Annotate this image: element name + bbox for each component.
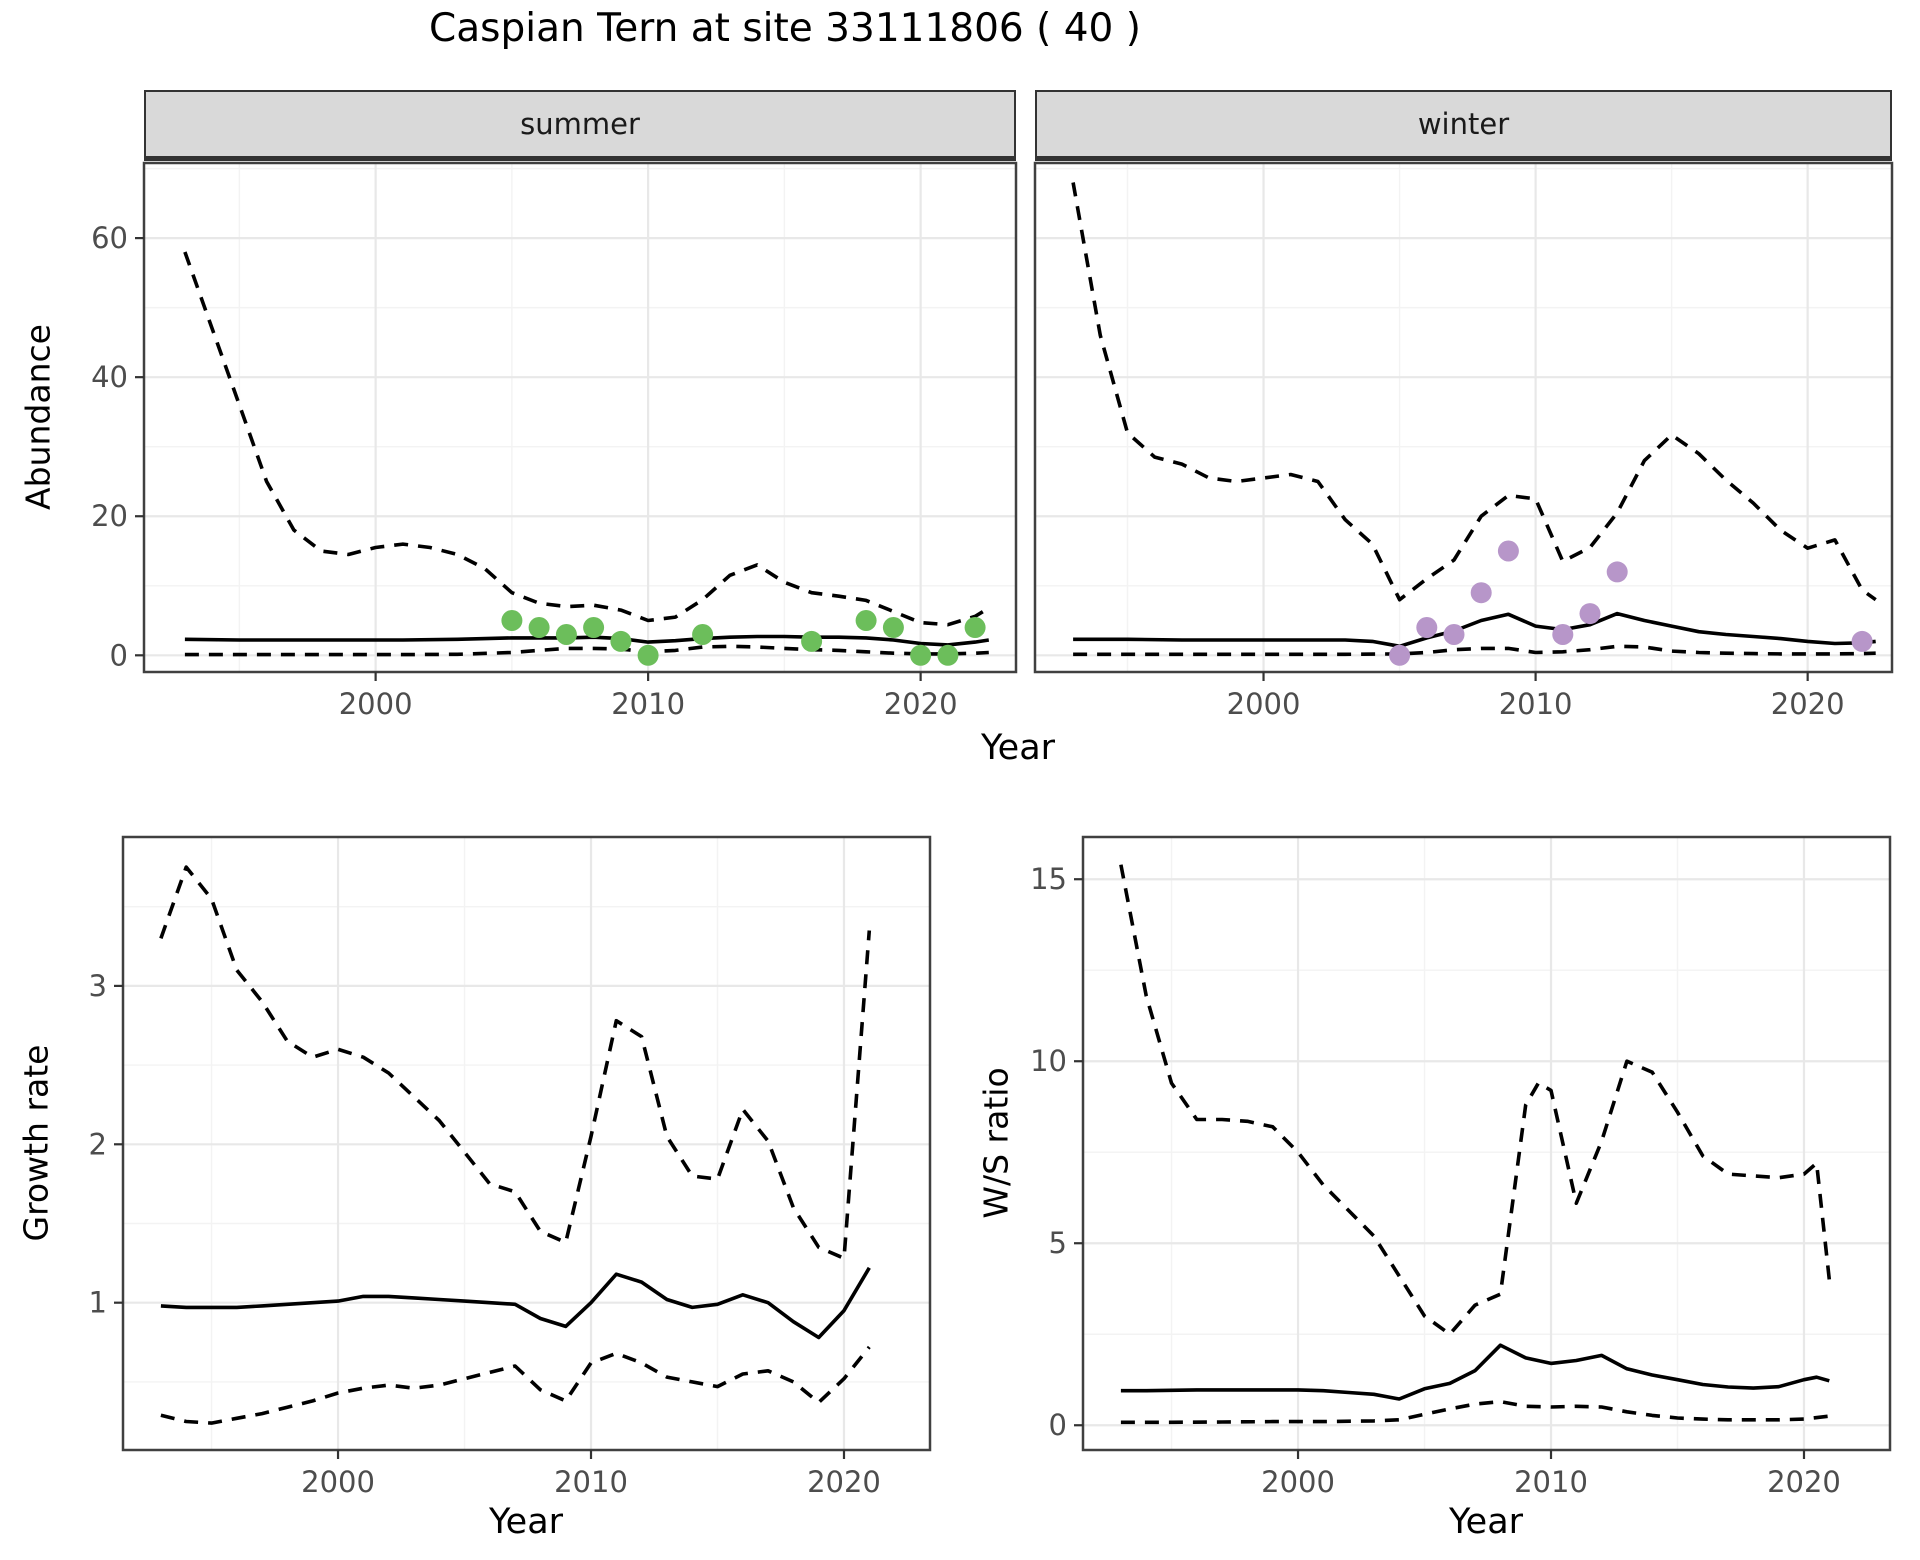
observation-point <box>1389 644 1411 666</box>
y-tick-label: 20 <box>91 499 128 533</box>
page-title: Caspian Tern at site 33111806 ( 40 ) <box>429 6 1141 51</box>
x-tick-label: 2000 <box>301 1465 375 1499</box>
observation-point <box>964 617 986 638</box>
observation-point <box>528 617 550 638</box>
x-tick-label: 2000 <box>1261 1465 1335 1499</box>
observation-point <box>1579 603 1601 625</box>
observation-points <box>501 610 986 666</box>
x-tick-label: 2010 <box>554 1465 628 1499</box>
plot-area: 2000 2010 2020 1 2 3 <box>89 835 932 1499</box>
gridlines-major <box>144 163 1016 672</box>
observation-point <box>1443 624 1465 645</box>
observation-point <box>1497 540 1519 562</box>
gridlines-major <box>123 837 930 1450</box>
chart-panel-ws-ratio: 2000 2010 2020 0 5 10 15 <box>1030 835 1892 1499</box>
y-axis: 1 2 3 <box>89 969 123 1320</box>
observation-point <box>937 644 959 666</box>
y-tick-label: 0 <box>1049 1408 1067 1442</box>
x-tick-label: 2010 <box>611 687 685 721</box>
y-tick-label: 60 <box>91 221 128 255</box>
observation-points <box>1389 540 1873 666</box>
gridlines-major <box>1083 837 1890 1450</box>
upper-ci-line <box>1071 182 1877 602</box>
y-tick-label: 40 <box>91 360 128 394</box>
facet-strip-summer: summer <box>144 90 1016 161</box>
y-tick-label: 5 <box>1049 1226 1067 1260</box>
median-line <box>184 634 990 647</box>
y-axis: 0 20 40 60 <box>91 221 144 672</box>
chart-panel-growth-rate: 2000 2010 2020 1 2 3 <box>89 835 932 1499</box>
facet-strip-winter: winter <box>1035 90 1892 161</box>
observation-point <box>610 630 632 652</box>
panel-border <box>1081 835 1892 1452</box>
lower-ci-line <box>1120 1399 1830 1425</box>
gridlines-major <box>1035 163 1892 672</box>
median-line <box>1073 611 1876 649</box>
observation-point <box>1470 582 1492 604</box>
x-axis: 2000 2010 2020 <box>301 1450 881 1499</box>
y-tick-label: 15 <box>1030 862 1067 896</box>
observation-point <box>855 610 877 631</box>
observation-point <box>501 610 523 631</box>
x-tick-label: 2000 <box>339 687 413 721</box>
observation-point <box>910 644 932 666</box>
observation-point <box>1552 624 1574 645</box>
y-axis-title-abundance: Abundance <box>18 324 58 510</box>
x-axis: 2000 2010 2020 <box>339 672 958 721</box>
x-tick-label: 2020 <box>884 687 958 721</box>
observation-point <box>1416 617 1438 638</box>
observation-point <box>637 644 659 666</box>
median-line <box>160 1266 871 1340</box>
x-axis-title-year-top: Year <box>980 728 1056 768</box>
y-tick-label: 0 <box>110 638 128 672</box>
y-axis-title-ws-ratio: W/S ratio <box>976 1067 1016 1219</box>
plot-area: 2000 2010 2020 <box>1033 161 1894 721</box>
gridlines-minor <box>1035 163 1892 672</box>
observation-point <box>1606 561 1628 583</box>
x-axis-title-year-bottom-right: Year <box>1448 1502 1524 1542</box>
x-tick-label: 2020 <box>1767 1465 1841 1499</box>
plot-area: 2000 2010 2020 0 20 40 60 <box>91 161 1018 721</box>
x-axis: 2000 2010 2020 <box>1227 672 1845 721</box>
observation-point <box>801 630 823 652</box>
x-tick-label: 2020 <box>807 1465 881 1499</box>
upper-ci-line <box>183 251 990 627</box>
observation-point <box>692 624 714 645</box>
lower-ci-line <box>160 1345 871 1425</box>
y-tick-label: 3 <box>89 969 107 1003</box>
gridlines-minor <box>1083 837 1890 1450</box>
plot-area: 2000 2010 2020 0 5 10 15 <box>1030 835 1892 1499</box>
median-line <box>1120 1343 1830 1401</box>
chart-panel-abundance-summer: 2000 2010 2020 0 20 40 60 <box>91 161 1018 721</box>
upper-ci-line <box>159 865 872 1261</box>
chart-panel-abundance-winter: 2000 2010 2020 <box>1033 161 1894 721</box>
facet-label-winter: winter <box>1417 107 1510 141</box>
observation-point <box>882 617 904 638</box>
y-axis-title-growth-rate: Growth rate <box>16 1044 56 1242</box>
y-tick-label: 10 <box>1030 1044 1067 1078</box>
x-tick-label: 2000 <box>1227 687 1301 721</box>
x-tick-label: 2020 <box>1771 687 1845 721</box>
lower-ci-line <box>184 644 989 657</box>
x-tick-label: 2010 <box>1514 1465 1588 1499</box>
facet-label-summer: summer <box>520 107 640 141</box>
gridlines-minor <box>123 837 930 1450</box>
upper-ci-line <box>1119 864 1832 1337</box>
panel-border <box>1033 161 1894 674</box>
lower-ci-line <box>1073 644 1876 657</box>
gridlines-minor <box>144 163 1016 672</box>
panel-border <box>142 161 1018 674</box>
observation-point <box>583 617 605 638</box>
x-axis: 2000 2010 2020 <box>1261 1450 1841 1499</box>
y-tick-label: 2 <box>89 1127 107 1161</box>
x-tick-label: 2010 <box>1499 687 1573 721</box>
y-tick-label: 1 <box>89 1286 107 1320</box>
observation-point <box>555 624 577 645</box>
y-axis: 0 5 10 15 <box>1030 862 1083 1442</box>
observation-point <box>1851 630 1873 652</box>
x-axis-title-year-bottom-left: Year <box>488 1502 564 1542</box>
